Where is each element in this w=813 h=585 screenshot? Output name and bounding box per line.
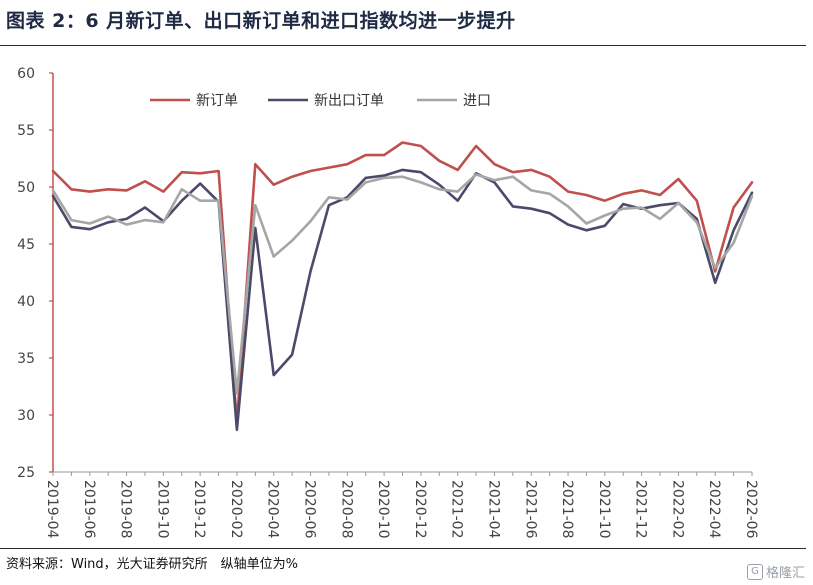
x-tick-label: 2020-12 xyxy=(412,480,428,539)
series-line-3 xyxy=(51,173,754,395)
x-tick-label: 2022-02 xyxy=(669,480,685,539)
x-tick-label: 2020-04 xyxy=(265,480,281,539)
y-tick-label: 50 xyxy=(17,180,35,196)
x-tick-label: 2019-08 xyxy=(118,480,134,539)
x-axis: 2019-04 2019-06 2019-08 2019-10 2019-12 2020-… xyxy=(44,471,759,539)
series-line-1 xyxy=(51,141,754,425)
footer-divider xyxy=(0,548,806,549)
x-tick-label: 2021-06 xyxy=(522,480,538,539)
x-tick-label: 2020-08 xyxy=(338,480,354,539)
legend: 新订单 新出口订单 进口 xyxy=(150,93,491,109)
legend-label-2: 新出口订单 xyxy=(314,93,384,109)
x-tick-label: 2019-04 xyxy=(44,480,60,539)
watermark-logo-icon: G xyxy=(746,563,763,580)
x-tick-label: 2019-06 xyxy=(81,480,97,539)
source-note: 资料来源：Wind，光大证券研究所 纵轴单位为% xyxy=(6,557,299,572)
x-tick-label: 2021-02 xyxy=(449,480,465,539)
y-tick-label: 35 xyxy=(17,351,35,367)
x-tick-label: 2021-12 xyxy=(633,480,649,539)
x-tick-label: 2021-04 xyxy=(485,480,501,539)
x-tick-label: 2020-02 xyxy=(228,480,244,539)
x-tick-label: 2019-10 xyxy=(154,480,170,539)
x-tick-label: 2020-10 xyxy=(375,480,391,539)
x-tick-label: 2022-06 xyxy=(743,480,759,539)
series-line-2 xyxy=(51,168,754,432)
y-tick-label: 25 xyxy=(17,465,35,481)
x-tick-label: 2022-04 xyxy=(706,480,722,539)
legend-label-3: 进口 xyxy=(463,93,491,109)
title-divider xyxy=(0,45,806,46)
watermark-text: 格隆汇 xyxy=(765,566,805,581)
y-tick-label: 40 xyxy=(17,294,35,310)
y-tick-label: 45 xyxy=(17,237,35,253)
y-tick-label: 60 xyxy=(17,66,35,82)
page-title: 图表 2：6 月新订单、出口新订单和进口指数均进一步提升 xyxy=(6,10,516,32)
legend-label-1: 新订单 xyxy=(196,93,238,109)
x-tick-label: 2021-10 xyxy=(596,480,612,539)
y-tick-label: 55 xyxy=(17,123,35,139)
x-tick-label: 2021-08 xyxy=(559,480,575,539)
y-axis: 25 30 35 40 45 50 55 60 xyxy=(17,66,54,481)
series-layer xyxy=(51,141,754,432)
x-tick-label: 2020-06 xyxy=(302,480,318,539)
x-tick-label: 2019-12 xyxy=(191,480,207,539)
y-tick-label: 30 xyxy=(17,408,35,424)
watermark: G 格隆汇 xyxy=(746,562,805,581)
